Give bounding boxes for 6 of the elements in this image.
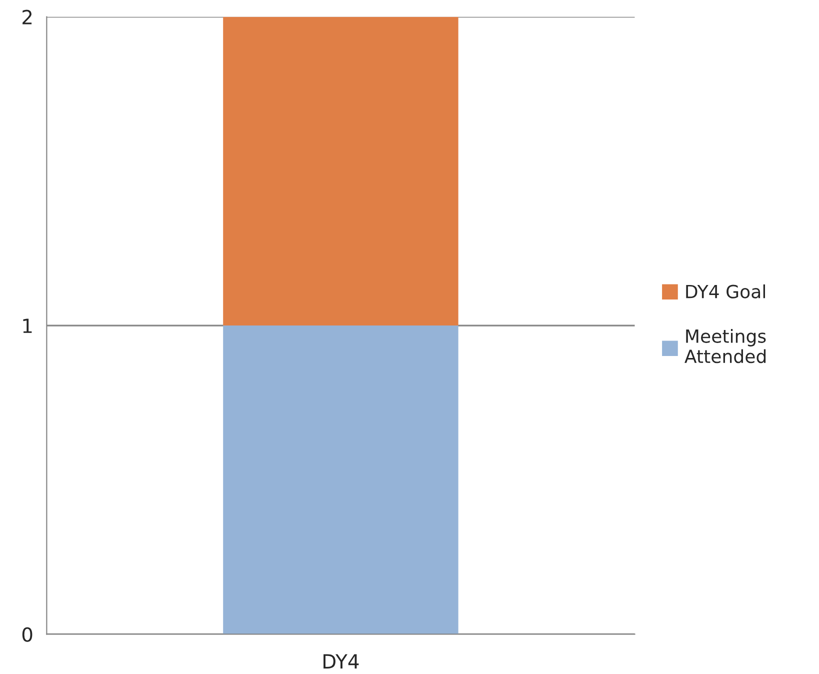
y-tick-label: 0 xyxy=(22,627,32,642)
y-tick-label: 1 xyxy=(23,318,32,333)
y-tick-label: 2 xyxy=(22,10,32,24)
x-tick-label: DY4 xyxy=(324,654,359,668)
legend-label: DY4 Goal xyxy=(686,284,765,298)
legend-label: Meetings Attended xyxy=(684,328,766,364)
